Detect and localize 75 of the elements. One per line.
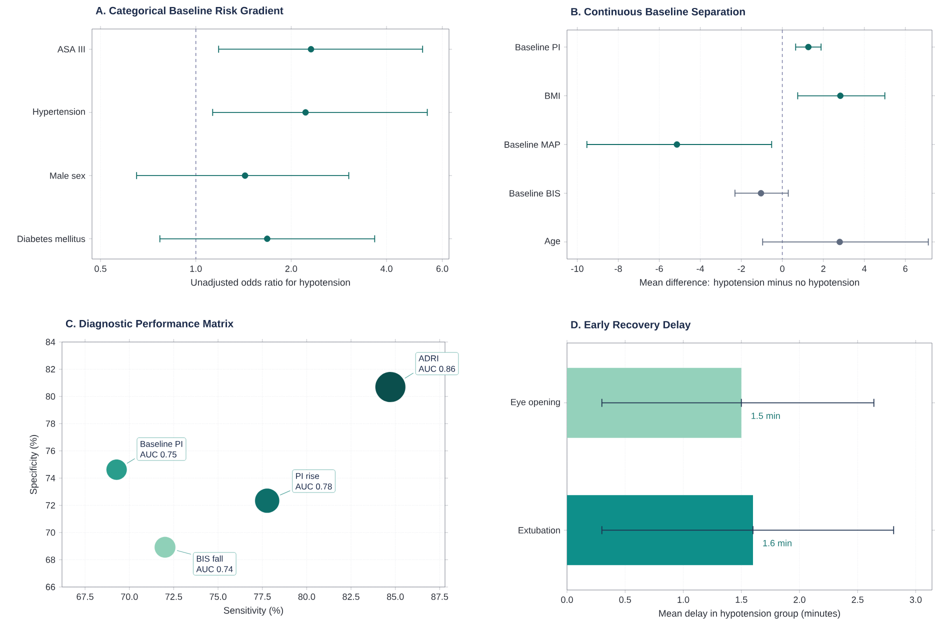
x-tick-label: 75.0 xyxy=(210,594,226,600)
x-tick-label: 1.0 xyxy=(678,596,690,603)
x-axis-title: Sensitivity (%) xyxy=(224,606,283,616)
y-axis-title: Specificity (%) xyxy=(30,435,39,494)
y-tick-label: Baseline BIS xyxy=(510,190,560,197)
point xyxy=(836,238,843,246)
x-tick-label: -8 xyxy=(614,266,622,272)
x-tick-label: 2.5 xyxy=(852,596,864,603)
y-tick-label: 80 xyxy=(46,393,56,400)
x-tick-label: 2.0 xyxy=(794,596,806,603)
x-tick-label: 82.5 xyxy=(342,594,360,600)
annotation: AUC 0.86 xyxy=(418,366,456,372)
annotation: AUC 0.74 xyxy=(196,566,233,572)
x-tick-label: -10 xyxy=(571,266,584,272)
x-tick-label: 6.0 xyxy=(436,266,448,272)
text: PI rise xyxy=(296,472,320,479)
x-tick-label: 1.0 xyxy=(190,266,202,272)
y-tick-label: 66 xyxy=(46,584,56,590)
x-tick-label: 85.0 xyxy=(386,594,404,600)
y-tick-label: Hypertension xyxy=(33,108,85,117)
annotation: AUC 0.78 xyxy=(295,483,332,490)
y-tick-label: Extubation xyxy=(518,526,560,534)
y-tick-label: Male sex xyxy=(50,172,86,179)
annotation: AUC 0.75 xyxy=(140,451,176,458)
data-label: 1.5 min xyxy=(752,412,780,419)
x-tick-label: 2 xyxy=(821,266,826,272)
point xyxy=(674,141,680,148)
chart-title: C. Diagnostic Performance Matrix xyxy=(66,320,234,330)
x-tick-label: 77.5 xyxy=(254,594,271,600)
chart-title: B. Continuous Baseline Separation xyxy=(571,8,745,18)
y-tick-label: ASA III xyxy=(57,46,85,52)
x-tick-label: -4 xyxy=(696,266,704,272)
x-tick-label: 0.0 xyxy=(561,596,573,603)
y-tick-label: BMI xyxy=(545,92,560,99)
x-tick-label: 80.0 xyxy=(298,594,316,600)
point xyxy=(758,190,764,196)
y-tick-label: 76 xyxy=(46,448,56,454)
x-tick-label: 6 xyxy=(903,266,908,272)
x-tick-label: 4.0 xyxy=(380,266,392,272)
x-tick-label: 2.0 xyxy=(285,266,298,272)
x-axis-title: Mean delay in hypotension group (minutes) xyxy=(659,610,840,619)
x-tick-label: 3.0 xyxy=(910,596,922,603)
chart-title: A. Categorical Baseline Risk Gradient xyxy=(96,6,284,16)
y-tick-label: 74 xyxy=(46,475,56,482)
x-tick-label: 1.5 xyxy=(736,596,748,603)
y-tick-label: Age xyxy=(544,238,560,246)
x-tick-label: -6 xyxy=(656,266,663,272)
point xyxy=(837,92,844,99)
x-tick-label: 87.5 xyxy=(431,594,448,600)
y-tick-label: 72 xyxy=(46,502,56,508)
x-tick-label: 0.5 xyxy=(619,596,631,603)
point xyxy=(805,44,812,50)
y-tick-label: 82 xyxy=(46,366,56,372)
x-axis-title: Mean difference: hypotension minus no hypotension xyxy=(640,278,860,288)
x-tick-label: 67.5 xyxy=(76,594,94,600)
x-tick-label: 0 xyxy=(780,266,784,272)
y-tick-label: 70 xyxy=(46,529,56,536)
y-tick-label: Diabetes mellitus xyxy=(18,235,86,242)
y-tick-label: Baseline MAP xyxy=(504,141,560,148)
y-tick-label: Baseline PI xyxy=(516,44,560,50)
x-tick-label: 70.0 xyxy=(121,594,138,600)
y-tick-label: 68 xyxy=(46,556,56,563)
x-tick-label: 72.5 xyxy=(165,594,182,600)
text: ADRI xyxy=(418,355,438,362)
text: Baseline PI xyxy=(140,440,182,447)
chart-title: D. Early Recovery Delay xyxy=(571,320,691,330)
y-tick-label: Eye opening xyxy=(511,398,560,408)
x-tick-label: 0.5 xyxy=(94,266,106,272)
x-axis-title: Unadjusted odds ratio for hypotension xyxy=(191,278,350,288)
text: BIS fall xyxy=(196,555,223,562)
y-tick-label: 84 xyxy=(46,338,56,346)
x-tick-label: -2 xyxy=(738,266,745,272)
x-tick-label: 4 xyxy=(862,266,867,272)
y-tick-label: 78 xyxy=(46,420,56,427)
data-label: 1.6 min xyxy=(763,540,792,546)
